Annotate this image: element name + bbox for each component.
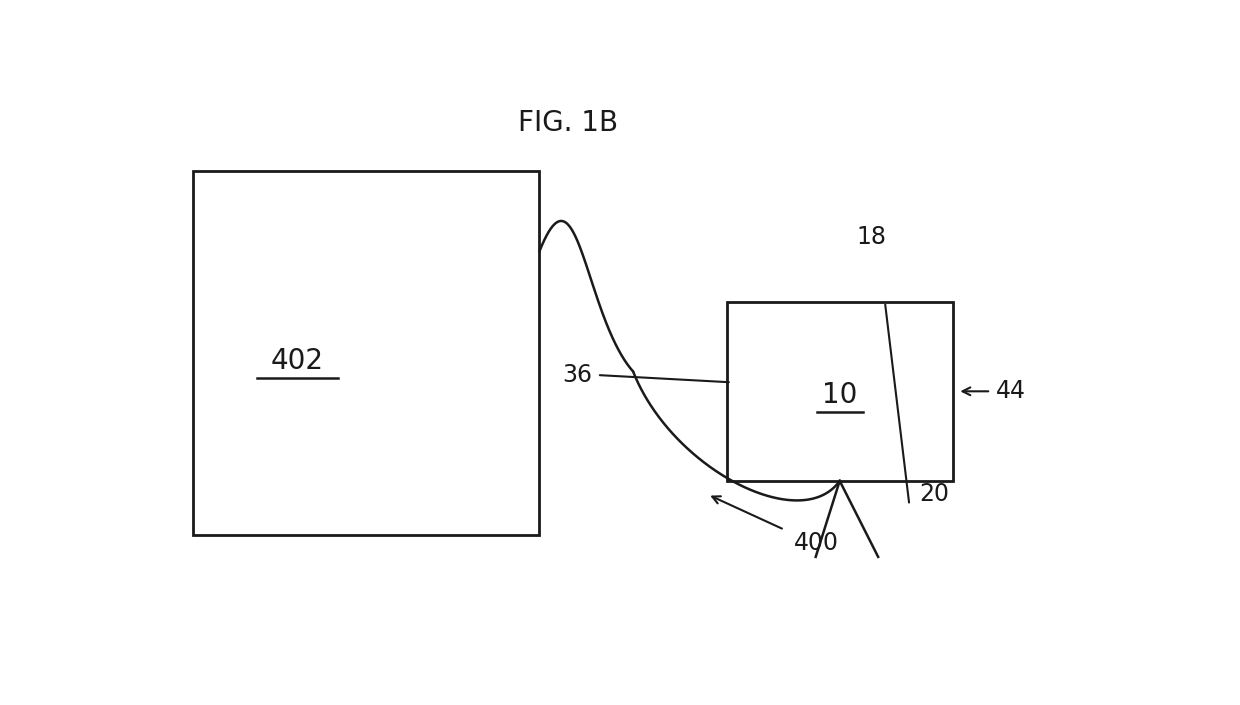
Text: 20: 20 (919, 482, 949, 506)
Bar (193, 171, 539, 535)
Bar (727, 302, 952, 481)
Text: 44: 44 (996, 379, 1025, 403)
Text: 400: 400 (794, 532, 839, 556)
Text: 402: 402 (270, 347, 324, 374)
Text: 10: 10 (822, 381, 857, 409)
Text: 18: 18 (857, 225, 887, 249)
Text: FIG. 1B: FIG. 1B (518, 109, 619, 137)
Text: 36: 36 (562, 363, 593, 387)
